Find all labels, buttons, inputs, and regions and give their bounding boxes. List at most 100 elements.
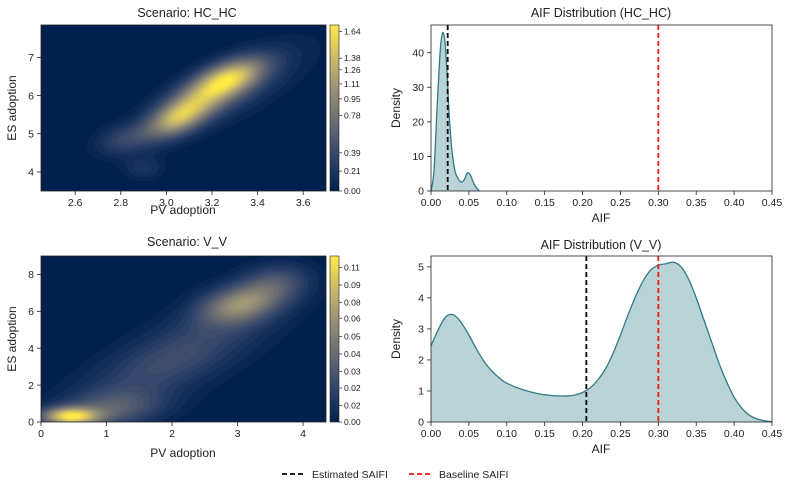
colorbar-tick-label: 0.00 [344,417,361,427]
y-axis-label-aif-v-v: Density [389,319,403,359]
y-tick-label: 5 [418,262,424,274]
colorbar-tick-label: 0.02 [344,383,361,393]
y-tick-label: 3 [418,324,424,336]
colorbar-tick-label: 0.95 [344,94,361,104]
x-tick-label: 2.6 [68,197,83,209]
x-axis-label-aif-hc-hc: AIF [592,211,611,225]
colorbar-ticks-v-v: 0.11 0.09 0.08 0.06 0.05 0.04 0.03 0.02 0.02 0.00 [339,263,361,427]
x-tick-label: 2 [169,428,175,440]
panel-hc-hc-density: Scenario: HC_HC 2.6 2.8 3.0 3.2 3.4 3.6 4567 … [5,6,361,217]
y-ticks-hc-hc: 4 5 6 7 [28,52,41,179]
x-tick-label: 3.4 [250,197,265,209]
x-tick-label: 2.8 [113,197,128,209]
panel-title-v-v: Scenario: V_V [147,235,228,249]
x-tick-label: 0.25 [610,197,631,209]
colorbar-tick-label: 0.02 [344,400,361,410]
y-tick-label: 5 [28,128,34,140]
colorbar-tick-label: 0.21 [344,166,361,176]
x-tick-label: 0.30 [648,197,669,209]
kde-line-v-v [430,261,773,423]
x-tick-label: 0.20 [572,428,593,440]
legend-label-baseline: Baseline SAIFI [439,469,508,481]
x-tick-label: 0.40 [724,197,745,209]
y-tick-label: 6 [28,90,34,102]
y-tick-label: 6 [28,306,34,318]
y-tick-label: 4 [28,343,34,355]
x-tick-label: 4 [300,428,306,440]
x-tick-label: 0.30 [648,428,669,440]
x-tick-label: 0.10 [497,428,518,440]
colorbar-tick-label: 1.38 [344,53,361,63]
x-tick-label: 0.00 [421,197,442,209]
x-tick-label: 0 [38,428,44,440]
colorbar-tick-label: 0.08 [344,297,361,307]
x-tick-label: 0.05 [459,428,480,440]
x-tick-label: 0.10 [497,197,518,209]
x-axis-label-hc-hc: PV adoption [150,203,215,217]
colorbar-tick-label: 0.04 [344,349,361,359]
x-tick-label: 1 [104,428,110,440]
y-tick-label: 40 [412,47,424,59]
legend: Estimated SAIFI Baseline SAIFI [282,469,508,481]
x-tick-label: 0.20 [572,197,593,209]
x-tick-label: 3.2 [205,197,220,209]
x-ticks-aif-hc-hc: 0.00 0.05 0.10 0.15 0.20 0.25 0.30 0.35 0.40 0.45 [421,191,783,209]
x-tick-label: 0.35 [686,428,707,440]
y-tick-label: 4 [418,293,424,305]
colorbar-tick-label: 0.00 [344,186,361,196]
y-tick-label: 4 [28,167,34,179]
kde-line-hc-hc [430,31,480,192]
x-tick-label: 3 [235,428,241,440]
density-image-hc-hc [41,25,326,191]
panel-v-v-density: Scenario: V_V 0 1 2 3 4 0 2 4 6 8 PV adoption ES… [5,235,361,460]
x-ticks-aif-v-v: 0.00 0.05 0.10 0.15 0.20 0.25 0.30 0.35 0.40 0.45 [421,422,783,440]
colorbar-v-v [329,255,340,423]
x-tick-label: 0.40 [724,428,745,440]
y-tick-label: 2 [28,380,34,392]
colorbar-tick-label: 0.11 [344,263,360,273]
colorbar-tick-label: 0.03 [344,366,361,376]
kde-area-v-v [431,262,772,422]
density-image-v-v [41,256,326,422]
y-tick-label: 20 [412,117,424,129]
y-tick-label: 30 [412,82,424,94]
colorbar-tick-label: 0.78 [344,110,361,120]
colorbar-tick-label: 1.11 [344,79,360,89]
y-tick-label: 2 [418,355,424,367]
y-ticks-aif-v-v: 0 1 2 3 4 5 [418,262,431,429]
y-ticks-aif-hc-hc: 0 10 20 30 40 [412,47,431,198]
colorbar-hc-hc [329,24,340,192]
kde-area-hc-hc [431,32,480,192]
y-tick-label: 10 [412,151,424,163]
y-tick-label: 0 [28,417,34,429]
y-tick-label: 0 [418,417,424,429]
legend-label-estimated: Estimated SAIFI [312,469,388,481]
x-tick-label: 0.25 [610,428,631,440]
y-tick-label: 8 [28,269,34,281]
y-axis-label-v-v: ES adoption [5,306,19,371]
y-tick-label: 7 [28,52,34,64]
x-tick-label: 0.15 [534,197,555,209]
panel-title-aif-hc-hc: AIF Distribution (HC_HC) [531,6,671,20]
colorbar-tick-label: 1.64 [344,27,361,37]
x-tick-label: 0.05 [459,197,480,209]
x-ticks-v-v: 0 1 2 3 4 [38,422,306,440]
x-axis-label-aif-v-v: AIF [592,442,611,456]
colorbar-tick-label: 0.39 [344,148,361,158]
x-tick-label: 0.45 [762,197,783,209]
x-ticks-hc-hc: 2.6 2.8 3.0 3.2 3.4 3.6 [68,191,311,209]
x-tick-label: 3.0 [159,197,174,209]
y-ticks-v-v: 0 2 4 6 8 [28,269,41,429]
x-tick-label: 0.45 [762,428,783,440]
x-tick-label: 0.15 [534,428,555,440]
colorbar-tick-label: 1.26 [344,65,361,75]
panel-title-aif-v-v: AIF Distribution (V_V) [541,238,662,252]
x-tick-label: 0.00 [421,428,442,440]
colorbar-tick-label: 0.06 [344,313,361,323]
y-tick-label: 1 [418,386,424,398]
colorbar-tick-label: 0.09 [344,280,361,290]
x-axis-label-v-v: PV adoption [150,446,215,460]
x-tick-label: 0.35 [686,197,707,209]
panel-title-hc-hc: Scenario: HC_HC [137,6,236,20]
